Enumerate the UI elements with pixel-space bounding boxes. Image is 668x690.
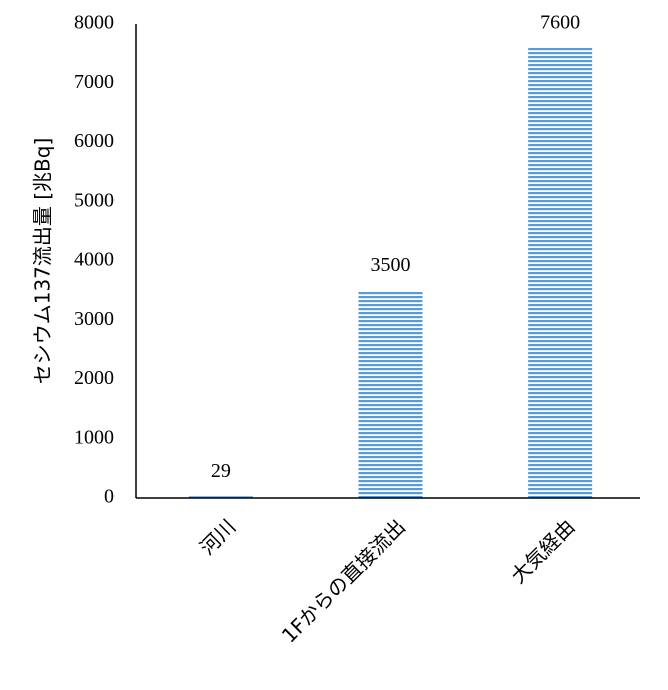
value-label: 7600: [540, 11, 580, 33]
y-tick-label: 0: [104, 486, 114, 508]
y-tick-label: 7000: [74, 71, 114, 93]
y-axis-label: セシウム137流出量 [兆Bq]: [31, 138, 55, 385]
value-label: 3500: [371, 254, 411, 276]
bar: [188, 496, 253, 498]
bar: [358, 290, 423, 498]
x-tick-label: 1Fからの直接流出: [277, 514, 410, 647]
value-label: 29: [211, 460, 231, 482]
y-tick-label: 1000: [74, 426, 114, 448]
x-tick-label: 河川: [195, 514, 240, 559]
y-tick-label: 2000: [74, 367, 114, 389]
y-tick-label: 4000: [74, 249, 114, 271]
y-tick-label: 3000: [74, 308, 114, 330]
y-tick-label: 6000: [74, 130, 114, 152]
y-tick-label: 8000: [74, 12, 114, 34]
x-tick-label: 大気経由: [506, 514, 580, 588]
bar: [528, 47, 593, 498]
y-tick-label: 5000: [74, 189, 114, 211]
